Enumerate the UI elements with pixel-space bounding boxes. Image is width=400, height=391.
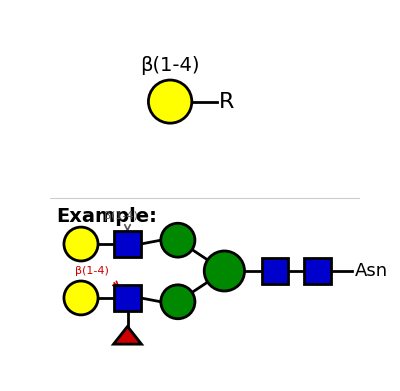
Circle shape <box>148 80 192 123</box>
Circle shape <box>161 285 195 319</box>
Circle shape <box>64 281 98 315</box>
Bar <box>304 258 330 284</box>
Text: β(1-4): β(1-4) <box>140 56 200 75</box>
Text: β(1-4): β(1-4) <box>75 265 109 276</box>
Text: β(1-4): β(1-4) <box>104 211 138 221</box>
Circle shape <box>64 227 98 261</box>
Bar <box>262 258 288 284</box>
Bar <box>114 285 141 311</box>
Polygon shape <box>114 326 142 344</box>
Bar <box>114 231 141 257</box>
Text: Example:: Example: <box>56 207 157 226</box>
Circle shape <box>161 223 195 257</box>
Circle shape <box>204 251 244 291</box>
Text: R: R <box>219 91 234 111</box>
Text: Asn: Asn <box>354 262 388 280</box>
